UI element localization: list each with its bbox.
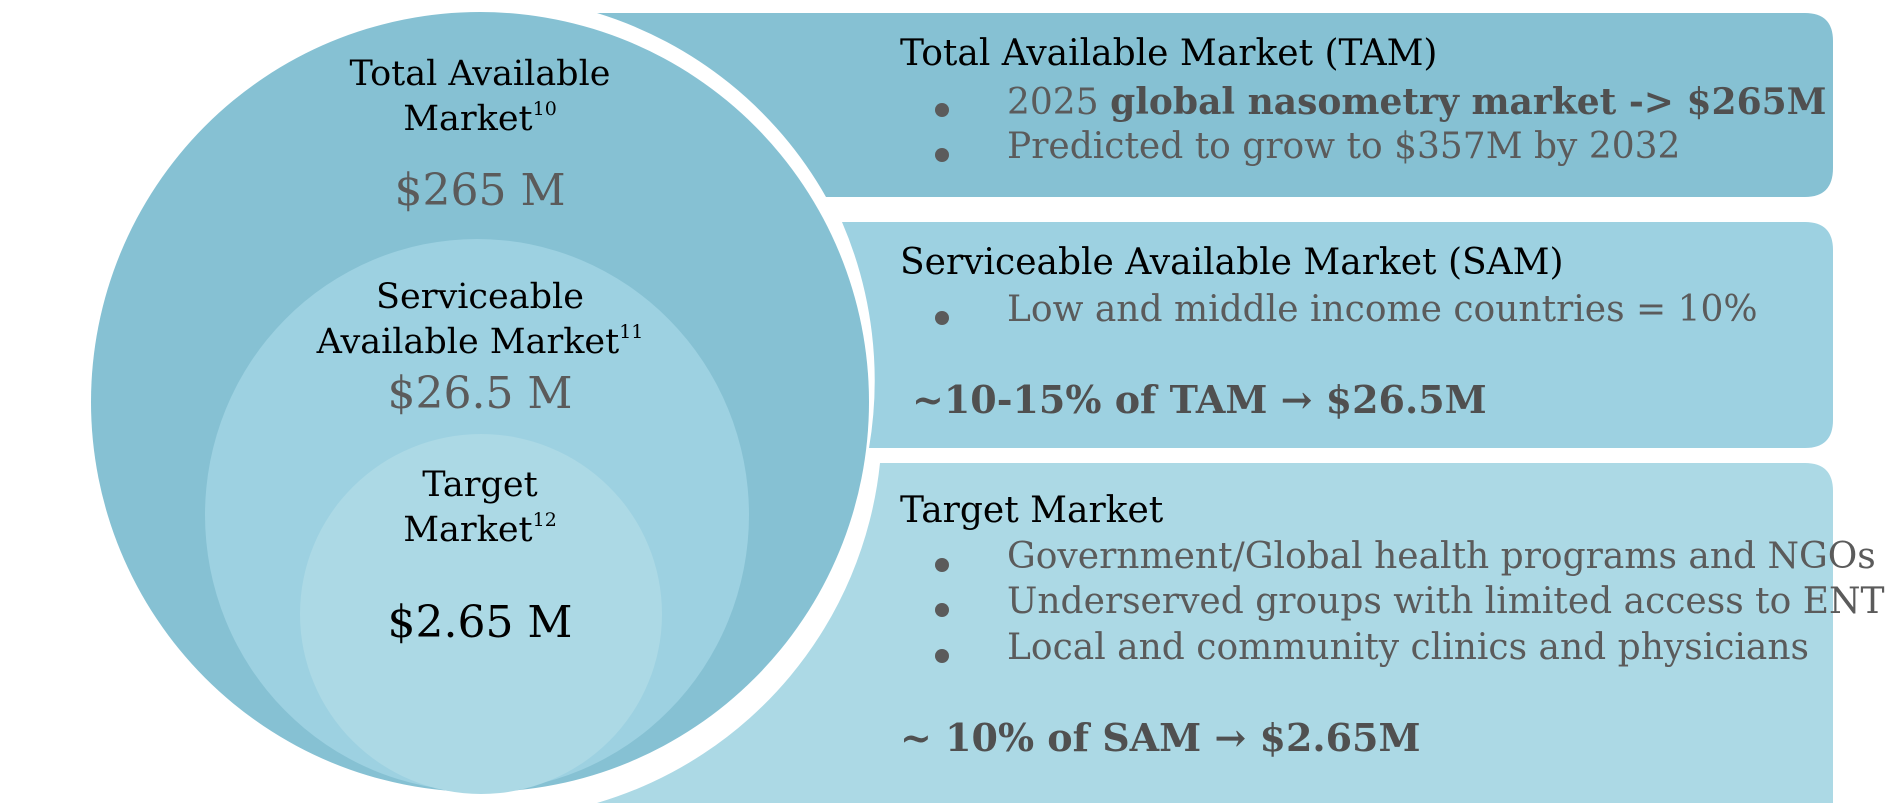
tam-bullet-2-text: Predicted to grow to $357M by 2032 bbox=[1007, 126, 1681, 167]
tam-bullet-1-text: 2025 bbox=[1007, 82, 1111, 123]
tam-bullet-1-bold: global nasometry market -> $265M bbox=[1110, 81, 1827, 123]
tam-bullet-2: Predicted to grow to $357M by 2032 bbox=[935, 126, 1815, 170]
target-summary: ~ 10% of SAM → $2.65M bbox=[900, 715, 1421, 760]
sam-bullet-1-text: Low and middle income countries = 10% bbox=[1007, 289, 1758, 330]
target-circle bbox=[300, 434, 662, 794]
bullet-dot bbox=[935, 558, 949, 572]
target-footnote-ref: 12 bbox=[532, 509, 557, 532]
target-heading: Target Market bbox=[900, 490, 1164, 531]
sam-circle-value: $26.5 M bbox=[387, 368, 573, 419]
sam-footnote-ref: 11 bbox=[619, 321, 644, 344]
tam-heading: Total Available Market (TAM) bbox=[900, 33, 1438, 74]
sam-panel bbox=[842, 222, 1833, 448]
bullet-dot bbox=[935, 649, 949, 663]
target-panel bbox=[597, 463, 1833, 803]
sam-heading: Serviceable Available Market (SAM) bbox=[900, 242, 1564, 283]
target-bullet-2-text: Underserved groups with limited access t… bbox=[1007, 581, 1885, 622]
tam-circle-label: Total Available Market10 bbox=[349, 54, 611, 139]
target-bullet-2: Underserved groups with limited access t… bbox=[935, 581, 1885, 625]
target-circle-label: Target Market12 bbox=[403, 465, 557, 550]
target-bullet-3-text: Local and community clinics and physicia… bbox=[1007, 627, 1810, 668]
tam-footnote-ref: 10 bbox=[532, 98, 557, 121]
sam-bullet-1: Low and middle income countries = 10% bbox=[935, 289, 1815, 333]
target-bullet-1-text: Government/Global health programs and NG… bbox=[1007, 536, 1876, 577]
bullet-dot bbox=[935, 311, 949, 325]
target-circle-value: $2.65 M bbox=[387, 597, 573, 648]
bullet-dot bbox=[935, 603, 949, 617]
bullet-dot bbox=[935, 103, 949, 117]
bullet-dot bbox=[935, 148, 949, 162]
tam-bullet-1: 2025 global nasometry market -> $265M bbox=[935, 81, 1827, 125]
tam-panel bbox=[597, 13, 1833, 197]
tam-circle-value: $265 M bbox=[394, 165, 566, 216]
sam-circle-label: Serviceable Available Market11 bbox=[316, 277, 644, 362]
target-bullet-3: Local and community clinics and physicia… bbox=[935, 627, 1815, 671]
target-bullet-1: Government/Global health programs and NG… bbox=[935, 536, 1876, 580]
sam-summary: ~10-15% of TAM → $26.5M bbox=[912, 377, 1487, 422]
